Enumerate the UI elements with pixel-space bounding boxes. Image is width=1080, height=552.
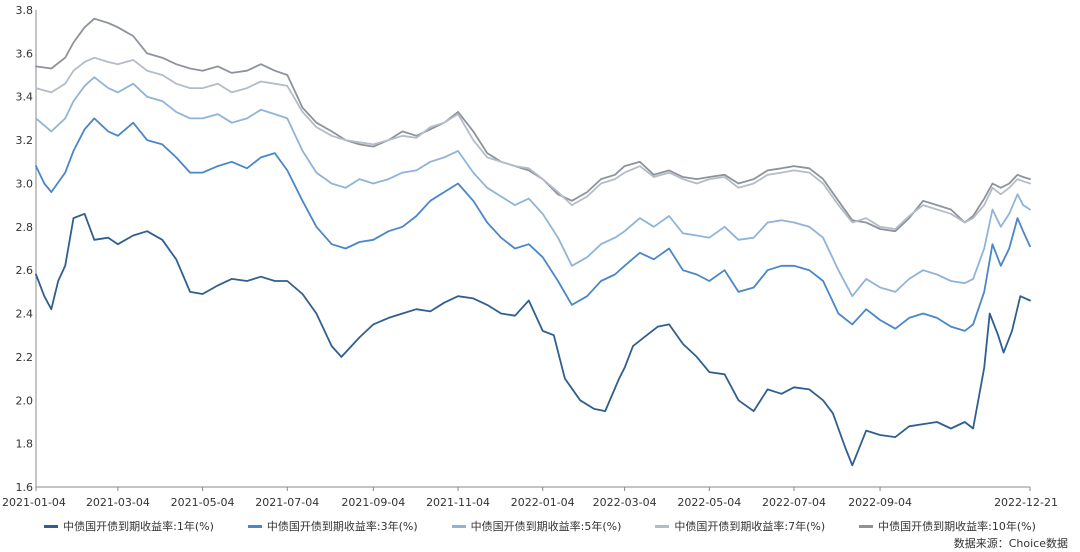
legend-swatch [247,524,262,528]
x-tick-label: 2022-01-04 [511,496,575,509]
series-line-2 [35,117,1031,332]
data-source-label: 数据来源：Choice数据 [953,537,1068,550]
legend-swatch [859,524,874,528]
x-tick-label: 2021-05-04 [171,496,235,509]
y-tick-label: 3.8 [16,4,34,17]
axes [35,10,1031,491]
series-layer [35,17,1031,467]
legend-item-4: 中债国开债到期收益率:7年(%) [655,516,825,536]
legend-swatch [451,524,466,528]
x-tick-label: 2022-12-21 [994,496,1058,509]
legend-label: 中债国开债到期收益率:7年(%) [674,520,826,533]
y-tick-label: 3.0 [16,177,34,190]
x-tick-label: 2021-07-04 [255,496,319,509]
x-tick-label: 2022-09-04 [848,496,912,509]
legend: 中债国开债到期收益率:1年(%) 中债国开债到期收益率:3年(%) 中债国开债到期收… [0,516,1080,536]
legend-swatch [44,524,59,528]
x-tick-label: 2021-11-04 [426,496,490,509]
series-line-1 [35,212,1031,467]
x-tick-label: 2022-03-04 [593,496,657,509]
legend-item-5: 中债国开债到期收益率:10年(%) [859,516,1036,536]
y-tick-label: 2.8 [16,221,34,234]
tick-labels: 1.6 1.8 2.0 2.2 2.4 2.6 2.8 3.0 3.2 3.4 3.6 3.8 2021… [2,4,1058,509]
y-tick-label: 2.6 [16,264,34,277]
legend-swatch [655,524,670,528]
series-line-3 [35,76,1031,298]
legend-item-2: 中债国开债到期收益率:3年(%) [247,516,418,536]
legend-label: 中债国开债到期收益率:3年(%) [266,520,418,533]
x-tick-label: 2021-09-04 [341,496,405,509]
y-tick-label: 1.8 [16,438,34,451]
y-tick-label: 2.2 [16,351,34,364]
series-line-4 [35,56,1031,230]
legend-label: 中债国开债到期收益率:1年(%) [63,520,214,533]
legend-label: 中债国开债到期收益率:10年(%) [878,520,1036,533]
x-tick-label: 2022-05-04 [677,496,741,509]
y-tick-label: 1.6 [16,481,34,494]
series-line-5 [35,17,1031,233]
legend-item-1: 中债国开债到期收益率:1年(%) [44,516,214,536]
x-tick-label: 2021-03-04 [86,496,150,509]
y-tick-label: 2.4 [16,308,34,321]
x-tick-label: 2021-01-04 [2,496,66,509]
legend-item-3: 中债国开债到期收益率:5年(%) [451,516,622,536]
y-tick-label: 3.6 [16,47,34,60]
y-tick-label: 2.0 [16,394,34,407]
y-tick-label: 3.2 [16,134,34,147]
legend-label: 中债国开债到期收益率:5年(%) [470,520,622,533]
y-tick-label: 3.4 [16,91,34,104]
x-tick-label: 2022-07-04 [762,496,826,509]
